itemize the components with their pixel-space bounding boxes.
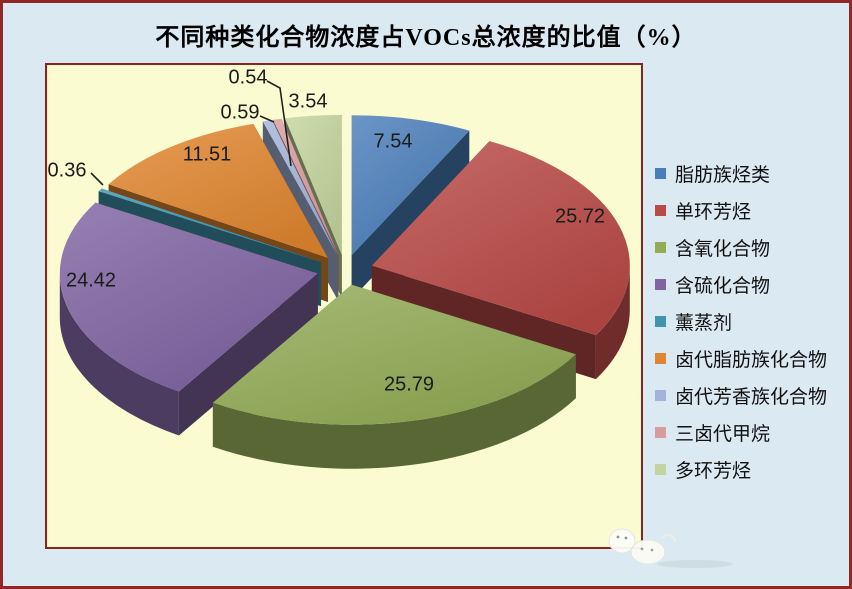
legend-item: 卤代芳香族化合物	[655, 377, 849, 414]
chart-title: 不同种类化合物浓度占VOCs总浓度的比值（%）	[155, 25, 697, 51]
legend-label: 三卤代甲烷	[675, 424, 771, 445]
legend-swatch-icon	[655, 205, 666, 216]
legend-swatch-icon	[655, 242, 666, 253]
legend-item: 三卤代甲烷	[655, 414, 849, 451]
legend-item: 薰蒸剂	[655, 303, 849, 340]
legend-swatch-icon	[655, 427, 666, 438]
legend-label: 含硫化合物	[675, 276, 771, 297]
legend-swatch-icon	[655, 390, 666, 401]
legend-label: 脂肪族烃类	[675, 165, 771, 186]
legend-item: 脂肪族烃类	[655, 155, 849, 192]
plot-area	[45, 63, 643, 549]
legend-label: 单环芳烃	[675, 202, 752, 223]
legend-swatch-icon	[655, 464, 666, 475]
legend-swatch-icon	[655, 279, 666, 290]
legend-swatch-icon	[655, 316, 666, 327]
legend-item: 单环芳烃	[655, 192, 849, 229]
legend-label: 卤代脂肪族化合物	[675, 350, 828, 371]
legend-item: 多环芳烃	[655, 451, 849, 488]
legend-swatch-icon	[655, 168, 666, 179]
legend-item: 含氧化合物	[655, 229, 849, 266]
legend-label: 多环芳烃	[675, 461, 752, 482]
legend-label: 薰蒸剂	[675, 313, 733, 334]
legend: 脂肪族烃类单环芳烃含氧化合物含硫化合物薰蒸剂卤代脂肪族化合物 卤代芳香族化合物 三卤…	[655, 155, 849, 488]
legend-label: 卤代芳香族化合物	[675, 387, 828, 408]
legend-item: 卤代脂肪族化合物	[655, 340, 849, 377]
legend-swatch-icon	[655, 353, 666, 364]
legend-label: 含氧化合物	[675, 239, 771, 260]
legend-item: 含硫化合物	[655, 266, 849, 303]
